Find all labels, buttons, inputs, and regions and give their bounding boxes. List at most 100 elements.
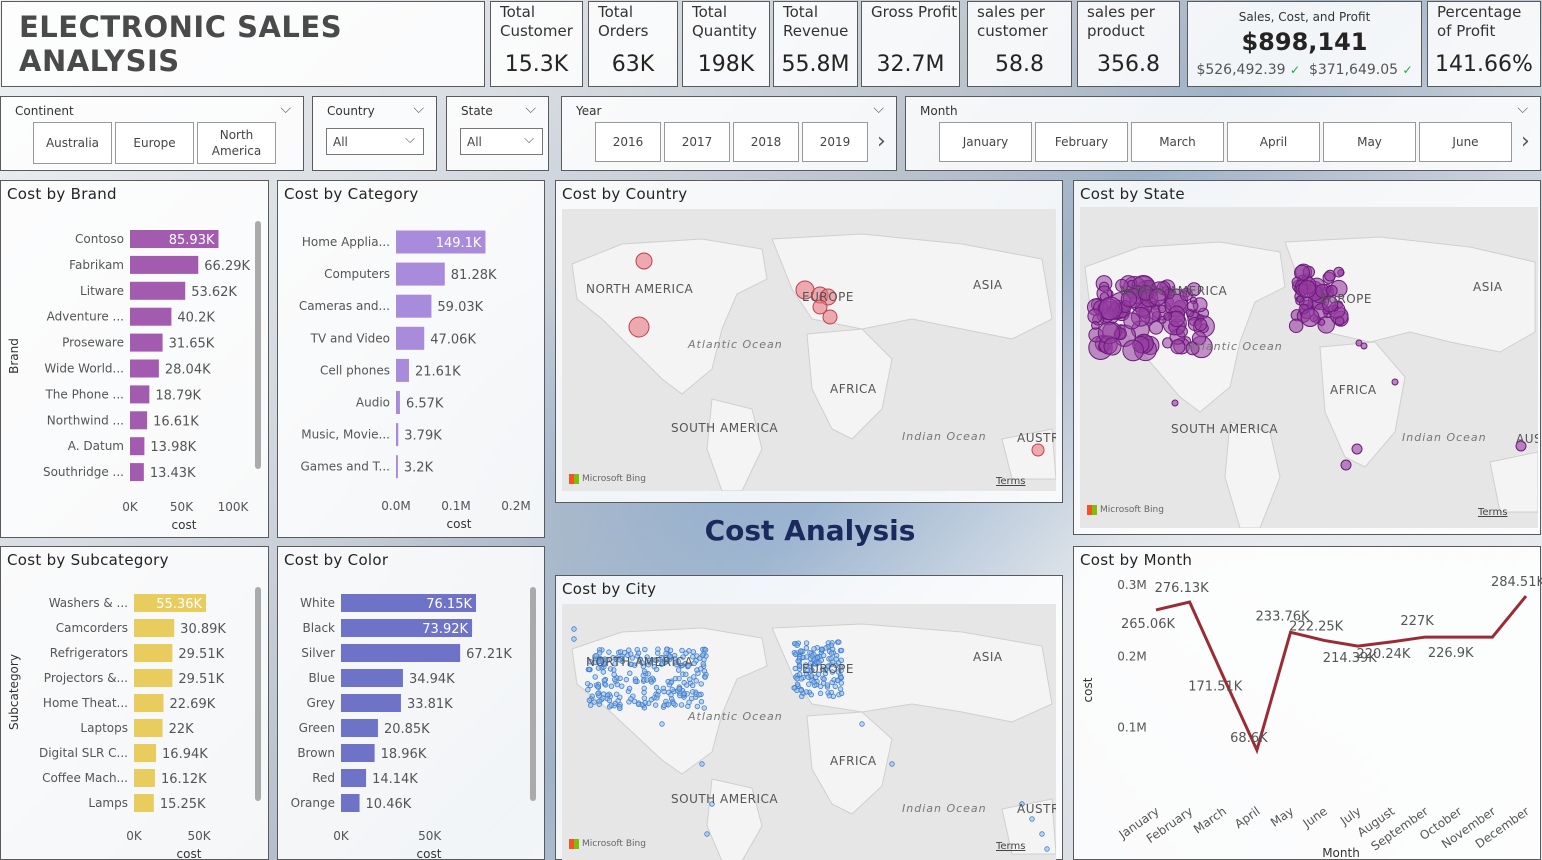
chevron-right-icon[interactable]: › xyxy=(877,129,886,154)
city-bubble xyxy=(670,700,677,707)
scrollbar[interactable] xyxy=(255,587,261,801)
kpi-value: $898,141 xyxy=(1241,28,1368,56)
data-label: 59.03K xyxy=(437,300,483,315)
category-label: Camcorders xyxy=(56,621,128,635)
data-label: 149.1K xyxy=(436,236,482,251)
city-bubble xyxy=(628,696,634,702)
data-label: 22K xyxy=(169,722,195,737)
city-bubble xyxy=(798,676,805,682)
city-bubble xyxy=(701,705,707,711)
slicer-label: Country xyxy=(327,104,375,118)
kpi-value: 15.3K xyxy=(504,52,569,77)
kpi-sales-per-product: sales per product 356.8 xyxy=(1077,1,1180,87)
city-bubble xyxy=(814,654,821,661)
bar xyxy=(396,262,445,286)
scrollbar[interactable] xyxy=(530,587,536,801)
continent-option-europe[interactable]: Europe xyxy=(115,122,194,164)
panel-title: Cost by Category xyxy=(284,185,419,203)
city-bubble xyxy=(690,654,696,660)
city-bubble xyxy=(686,648,692,654)
dropdown-value: All xyxy=(467,134,482,149)
city-bubble xyxy=(690,682,696,689)
city-bubble xyxy=(596,701,602,707)
city-bubble xyxy=(669,686,675,693)
chevron-down-icon[interactable]: ⌵ xyxy=(525,101,536,117)
data-label: 20.85K xyxy=(384,722,430,737)
kpi-label: Total Quantity xyxy=(692,3,757,40)
bar xyxy=(134,744,157,762)
trend-up-icon: ✓ xyxy=(1402,63,1413,77)
x-tick-label: 0K xyxy=(126,829,143,843)
month-option-june[interactable]: June xyxy=(1419,122,1512,162)
state-map[interactable]: NORTH AMERICA EUROPE ASIA AFRICA SOUTH A… xyxy=(1080,207,1538,528)
year-option-2019[interactable]: 2019 xyxy=(802,122,868,162)
month-option-january[interactable]: January xyxy=(939,122,1032,162)
category-label: Brown xyxy=(297,746,335,760)
terms-link[interactable]: Terms xyxy=(996,476,1026,487)
cost-by-month-panel: Cost by Month 0.1M 0.2M 0.3M 265.06K 276.13K… xyxy=(1073,546,1542,860)
bar xyxy=(130,333,163,352)
city-bubble xyxy=(662,659,668,666)
panel-title: Cost by City xyxy=(562,580,657,598)
chevron-right-icon[interactable]: › xyxy=(1521,129,1530,154)
scrollbar[interactable] xyxy=(255,221,261,469)
city-bubble xyxy=(818,683,824,690)
city-bubble xyxy=(808,691,814,698)
state-bubble xyxy=(1340,459,1352,471)
year-option-2018[interactable]: 2018 xyxy=(733,122,799,162)
bar xyxy=(134,644,173,662)
state-bubble xyxy=(1333,266,1345,278)
city-bubble xyxy=(645,662,652,668)
city-bubble xyxy=(671,652,678,659)
month-option-may[interactable]: May xyxy=(1323,122,1416,162)
bar xyxy=(134,694,164,712)
year-option-2017[interactable]: 2017 xyxy=(664,122,730,162)
month-option-march[interactable]: March xyxy=(1131,122,1224,162)
category-label: Washers & ... xyxy=(49,596,128,610)
map-label-europe: EUROPE xyxy=(1320,292,1372,306)
city-bubble xyxy=(587,659,593,665)
data-label: 171.51K xyxy=(1188,680,1242,695)
city-bubble xyxy=(836,639,842,645)
continent-option-australia[interactable]: Australia xyxy=(33,122,112,164)
state-bubble xyxy=(1175,325,1188,338)
state-bubble-layer xyxy=(1086,263,1527,471)
city-bubble xyxy=(634,646,640,653)
bing-logo: Microsoft Bing xyxy=(1087,505,1164,515)
continent-option-north-america[interactable]: North America xyxy=(197,122,276,164)
chevron-down-icon[interactable]: ⌵ xyxy=(1517,101,1528,117)
chevron-down-icon[interactable]: ⌵ xyxy=(413,101,424,117)
year-option-2016[interactable]: 2016 xyxy=(595,122,661,162)
x-axis-title: cost xyxy=(417,847,442,860)
map-label-north-america: NORTH AMERICA xyxy=(586,282,694,296)
data-label: 284.51K xyxy=(1491,575,1542,590)
country-map[interactable]: NORTH AMERICA EUROPE ASIA AFRICA SOUTH A… xyxy=(562,209,1056,491)
state-dropdown[interactable]: All ⌵ xyxy=(460,128,543,155)
month-option-april[interactable]: April xyxy=(1227,122,1320,162)
category-label: Southridge ... xyxy=(43,465,124,479)
city-bubble xyxy=(690,649,697,655)
city-bubble xyxy=(679,647,685,654)
state-bubble xyxy=(1122,339,1144,362)
bar xyxy=(130,411,148,430)
data-label: 66.29K xyxy=(204,259,250,274)
map-label-australia: AUS xyxy=(1516,432,1538,446)
data-label: 13.98K xyxy=(150,440,196,455)
chevron-down-icon[interactable]: ⌵ xyxy=(280,101,291,117)
city-bubble xyxy=(639,660,645,666)
y-axis-title: Subcategory xyxy=(7,654,21,730)
chevron-down-icon[interactable]: ⌵ xyxy=(873,101,884,117)
city-bubble xyxy=(608,683,615,689)
bing-text: Microsoft Bing xyxy=(1100,505,1164,515)
country-dropdown[interactable]: All ⌵ xyxy=(326,128,424,155)
terms-link[interactable]: Terms xyxy=(996,841,1026,852)
data-label: 85.93K xyxy=(169,233,215,248)
terms-link[interactable]: Terms xyxy=(1478,507,1508,518)
month-option-february[interactable]: February xyxy=(1035,122,1128,162)
city-map[interactable]: NORTH AMERICA EUROPE ASIA AFRICA SOUTH A… xyxy=(562,604,1056,860)
city-bubble xyxy=(661,688,667,695)
microsoft-logo-icon xyxy=(569,839,579,849)
category-label: A. Datum xyxy=(68,439,124,453)
kpi-total-revenue: Total Revenue 55.8M xyxy=(773,1,858,87)
city-bubble xyxy=(627,670,633,676)
